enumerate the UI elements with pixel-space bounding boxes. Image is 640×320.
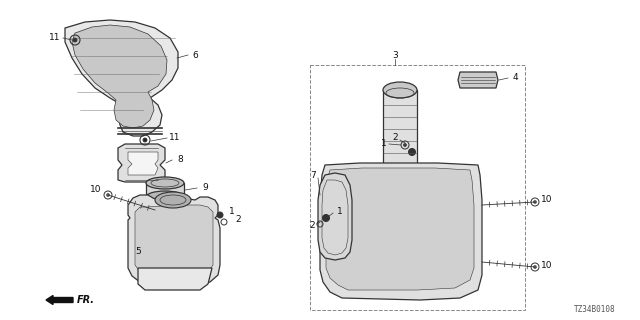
Polygon shape <box>65 20 178 136</box>
Text: 10: 10 <box>541 260 553 269</box>
Text: 2: 2 <box>309 220 315 229</box>
Text: 1: 1 <box>381 140 387 148</box>
Ellipse shape <box>106 194 109 196</box>
Polygon shape <box>320 163 482 300</box>
Text: 11: 11 <box>49 34 61 43</box>
Text: 10: 10 <box>541 196 553 204</box>
Polygon shape <box>118 144 165 182</box>
Bar <box>383 90 417 165</box>
Text: 10: 10 <box>90 186 102 195</box>
Text: 7: 7 <box>310 171 316 180</box>
Text: FR.: FR. <box>77 295 95 305</box>
Polygon shape <box>72 25 167 128</box>
FancyArrow shape <box>46 295 73 305</box>
Ellipse shape <box>73 38 77 42</box>
Text: 4: 4 <box>512 74 518 83</box>
Ellipse shape <box>383 82 417 98</box>
Polygon shape <box>135 205 213 276</box>
Ellipse shape <box>146 177 184 189</box>
Text: 9: 9 <box>202 183 208 193</box>
Text: 11: 11 <box>169 132 180 141</box>
Polygon shape <box>128 152 158 175</box>
Bar <box>310 65 525 310</box>
Text: 3: 3 <box>392 51 398 60</box>
Ellipse shape <box>155 192 191 208</box>
Ellipse shape <box>534 266 536 268</box>
Polygon shape <box>128 195 220 285</box>
Ellipse shape <box>534 201 536 204</box>
Ellipse shape <box>323 214 330 221</box>
Text: 2: 2 <box>235 215 241 225</box>
Text: 6: 6 <box>192 51 198 60</box>
Polygon shape <box>458 72 498 88</box>
Polygon shape <box>138 268 212 290</box>
Text: TZ34B0108: TZ34B0108 <box>574 306 616 315</box>
Text: 1: 1 <box>337 207 343 217</box>
Text: 2: 2 <box>392 133 398 142</box>
Bar <box>146 183 184 197</box>
Ellipse shape <box>403 143 406 147</box>
Ellipse shape <box>146 191 184 203</box>
Text: 8: 8 <box>177 156 183 164</box>
Text: 5: 5 <box>135 247 141 257</box>
Ellipse shape <box>408 148 415 156</box>
Ellipse shape <box>217 212 223 218</box>
Polygon shape <box>318 173 352 260</box>
Polygon shape <box>326 168 474 290</box>
Ellipse shape <box>143 138 147 142</box>
Text: 1: 1 <box>229 207 235 217</box>
